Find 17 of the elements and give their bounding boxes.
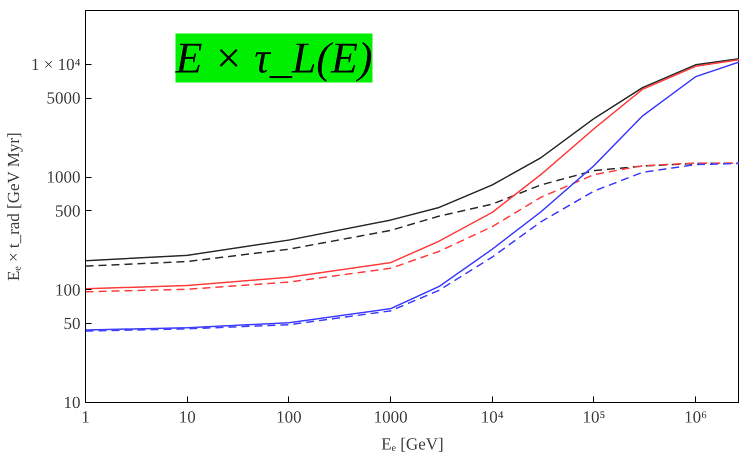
y-tick-label: 1 × 10⁴: [30, 54, 81, 74]
y-tick-label: 500: [55, 201, 80, 220]
x-tick-label: 10⁶: [684, 408, 708, 426]
y-tick-label: 10: [64, 393, 80, 412]
x-axis-title: Eₑ [GeV]: [381, 434, 444, 454]
x-tick-label: 10: [178, 408, 196, 426]
x-tick-label: 10⁵: [582, 408, 606, 426]
x-tick-label: 1: [81, 408, 90, 426]
y-tick-label: 50: [64, 314, 80, 334]
y-tick-label: 5000: [46, 88, 80, 108]
x-tick-label: 10⁴: [480, 408, 504, 426]
x-tick-label: 100: [276, 408, 302, 426]
y-tick-label: 100: [55, 280, 80, 300]
y-tick-label: 1000: [46, 168, 80, 187]
y-axis-title: Eₑ × t_rad [GeV Myr]: [4, 132, 23, 281]
x-tick-label: 1000: [374, 408, 408, 426]
annotation: E × τ_L(E): [174, 34, 372, 82]
